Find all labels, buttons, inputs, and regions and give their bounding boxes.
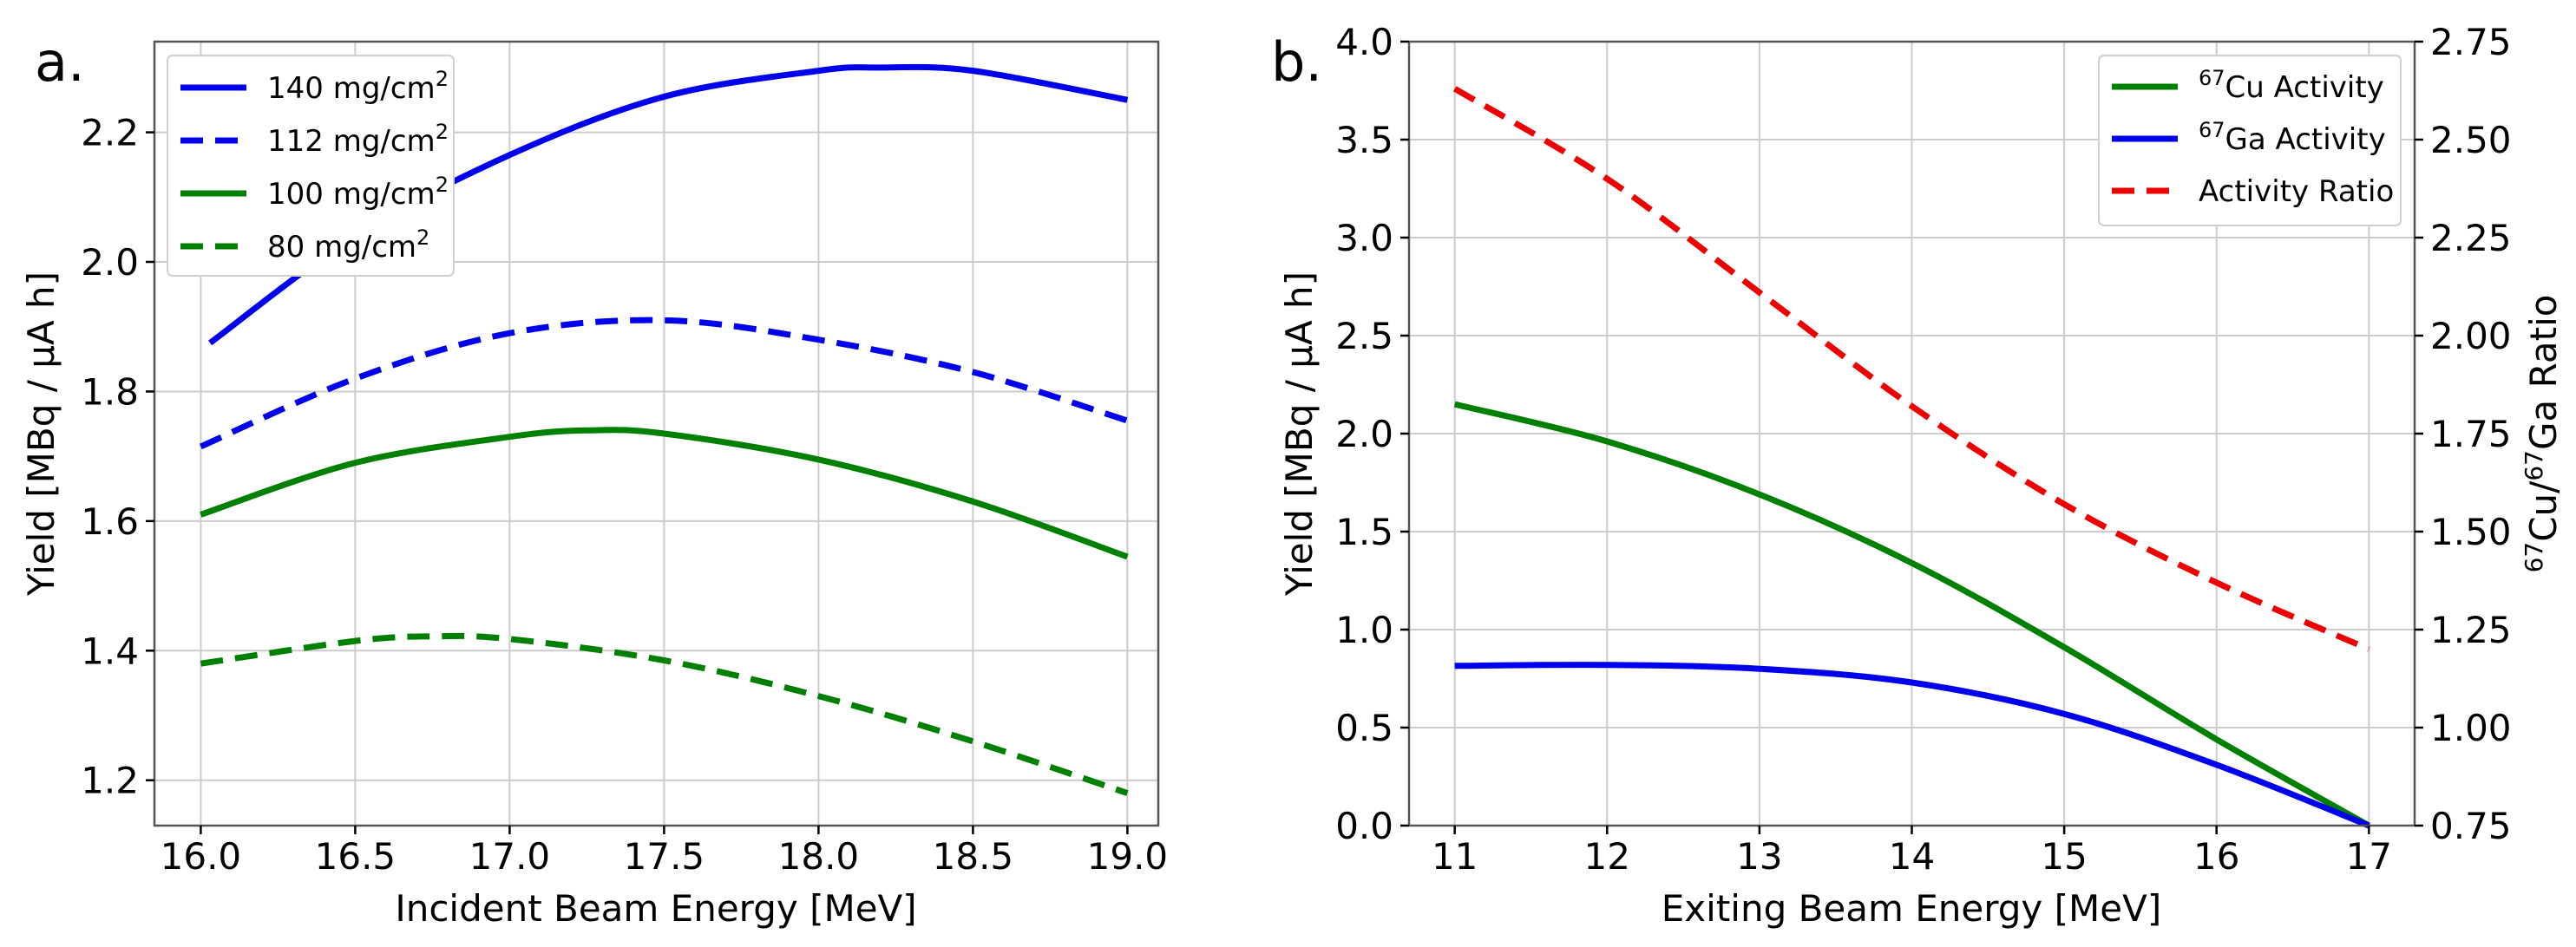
panel-b-right-y-label: 67Cu/67Ga Ratio	[2520, 295, 2565, 573]
panel-b-x-ticks: 11 12 13 14 15 16 17	[1432, 826, 2392, 878]
x-tick-label: 14	[1889, 835, 1935, 878]
panel-b-legend: 67Cu Activity 67Ga Activity Activity Ratio	[2098, 55, 2402, 226]
y-tick-label: 2.5	[1335, 315, 1393, 357]
panel-b-legend-box	[2098, 55, 2402, 226]
y-tick-label: 2.0	[81, 241, 139, 284]
panel-b-y-label: Yield [MBq / μA h]	[1278, 271, 1321, 597]
x-tick-label: 12	[1584, 835, 1630, 878]
panel-b-x-label: Exiting Beam Energy [MeV]	[1662, 887, 2161, 930]
x-tick-label: 17.0	[469, 835, 551, 878]
y-tick-label: 3.5	[1335, 119, 1393, 161]
y-tick-label: 1.8	[81, 370, 139, 413]
x-tick-label: 19.0	[1087, 835, 1169, 878]
right-y-tick-label: 2.25	[2430, 217, 2512, 259]
y-tick-label: 0.5	[1335, 707, 1393, 749]
x-tick-label: 18.5	[933, 835, 1014, 878]
y-tick-label: 2.0	[1335, 413, 1393, 455]
panel-b-y-ticks: 0.0 0.5 1.0 1.5 2.0 2.5 3.0 3.5 4.0	[1335, 21, 1409, 847]
y-tick-label: 1.6	[81, 500, 139, 543]
y-tick-label: 2.2	[81, 112, 139, 154]
panel-a-legend-box	[167, 55, 455, 277]
series-line-activity-ratio	[1452, 86, 2370, 652]
x-tick-label: 11	[1432, 835, 1478, 878]
legend-label: 140 mg/cm2	[267, 67, 449, 106]
y-tick-label: 1.4	[81, 630, 139, 672]
panel-a-x-ticks: 16.0 16.5 17.0 17.5 18.0 18.5 19.0	[161, 826, 1169, 878]
series-line-112-mg-cm2	[199, 317, 1129, 450]
y-tick-label: 1.5	[1335, 511, 1393, 553]
x-tick-label: 16.5	[315, 835, 397, 878]
panel-a: a. 16.0 16.5 17.0 17.5 18.0 18.5 19.0 1.21.41.…	[20, 30, 1168, 930]
right-y-tick-label: 1.75	[2430, 413, 2512, 455]
legend-label: 112 mg/cm2	[267, 120, 449, 159]
right-y-tick-label: 1.00	[2430, 707, 2512, 749]
legend-label: 67Cu Activity	[2199, 66, 2384, 105]
series-line-100-mg-cm2	[200, 427, 1129, 560]
x-tick-label: 16	[2193, 835, 2239, 878]
y-tick-label: 4.0	[1335, 21, 1393, 63]
x-tick-label: 16.0	[161, 835, 242, 878]
series-line-cu-activity67	[1453, 401, 2371, 829]
y-tick-label: 3.0	[1335, 217, 1393, 259]
x-tick-label: 17	[2346, 835, 2392, 878]
right-y-tick-label: 1.50	[2430, 511, 2512, 553]
right-y-tick-label: 1.25	[2430, 609, 2512, 651]
panel-b-right-y-ticks: 0.75 1.00 1.25 1.50 1.75 2.00 2.25 2.50 2.75	[2415, 21, 2512, 847]
x-tick-label: 15	[2041, 835, 2087, 878]
y-tick-label: 1.2	[81, 760, 139, 802]
right-y-tick-label: 2.50	[2430, 119, 2512, 161]
legend-label: 100 mg/cm2	[267, 173, 449, 212]
panel-b-label: b.	[1271, 30, 1322, 94]
right-y-tick-label: 2.00	[2430, 315, 2512, 357]
series-line-80-mg-cm2	[200, 632, 1129, 796]
series-line-ga-activity67	[1454, 662, 2370, 829]
x-tick-label: 17.5	[624, 835, 705, 878]
panel-a-x-label: Incident Beam Energy [MeV]	[395, 887, 916, 930]
legend-label: 80 mg/cm2	[267, 225, 429, 265]
x-tick-label: 13	[1736, 835, 1782, 878]
panel-a-y-label: Yield [MBq / μA h]	[20, 271, 62, 597]
x-tick-label: 18.0	[778, 835, 860, 878]
panel-a-y-ticks: 1.2 1.4 1.6 1.8 2.0 2.2	[81, 112, 154, 802]
panel-b: b. 11 12 13 14 15 16 17 0.0 0.5 1.0 1.5 2.0 2.5 3.0 3…	[1271, 21, 2565, 930]
right-y-tick-label: 0.75	[2430, 805, 2512, 847]
right-y-tick-label: 2.75	[2430, 21, 2512, 63]
legend-label: Activity Ratio	[2199, 174, 2394, 209]
y-tick-label: 0.0	[1335, 805, 1393, 847]
panel-a-legend: 140 mg/cm2 112 mg/cm2 100 mg/cm2 80 mg/cm2	[167, 55, 455, 277]
panel-a-label: a.	[35, 30, 85, 94]
legend-label: 67Ga Activity	[2199, 118, 2386, 157]
panel-b-series	[1452, 86, 2371, 829]
panel-a-frame	[153, 40, 1160, 827]
y-tick-label: 1.0	[1335, 609, 1393, 651]
